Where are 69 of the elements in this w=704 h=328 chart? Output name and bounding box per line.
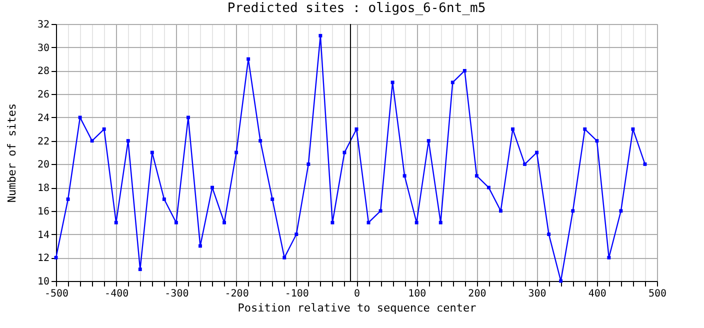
point xyxy=(474,174,478,178)
point xyxy=(102,127,106,131)
point xyxy=(114,220,118,224)
y-tick-label: 22 xyxy=(37,136,50,148)
chart-title: Predicted sites : oligos_6-6nt_m5 xyxy=(227,1,486,16)
point xyxy=(547,232,551,236)
point xyxy=(571,209,575,213)
y-tick-label: 30 xyxy=(37,42,50,54)
x-tick-label: 200 xyxy=(468,288,486,300)
y-tick-label: 18 xyxy=(37,183,50,194)
point xyxy=(90,139,94,143)
point xyxy=(246,57,250,61)
point xyxy=(438,220,442,224)
y-axis-title: Number of sites xyxy=(5,103,18,203)
point xyxy=(66,197,70,201)
point xyxy=(643,162,647,166)
y-tick-label: 16 xyxy=(37,206,50,218)
point xyxy=(162,197,166,201)
y-tick-label: 10 xyxy=(37,276,50,288)
point xyxy=(402,174,406,178)
point xyxy=(78,116,82,120)
x-tick-label: -200 xyxy=(224,288,249,300)
point xyxy=(270,197,274,201)
y-tick-label: 32 xyxy=(37,20,50,30)
point xyxy=(318,34,322,38)
point xyxy=(126,139,130,143)
point xyxy=(462,68,466,72)
point xyxy=(222,220,226,224)
point xyxy=(366,220,370,224)
y-tick-label: 28 xyxy=(37,66,50,78)
point xyxy=(198,244,202,248)
point xyxy=(511,127,514,131)
point xyxy=(595,139,599,143)
y-tick-label: 14 xyxy=(37,230,50,241)
point xyxy=(186,116,190,120)
point xyxy=(426,139,430,143)
x-tick-label: 400 xyxy=(588,288,606,300)
point xyxy=(306,162,310,166)
x-tick-label: -300 xyxy=(164,288,189,300)
point xyxy=(450,80,454,84)
point xyxy=(258,139,262,143)
x-tick-label: -400 xyxy=(104,288,129,300)
x-tick-label: 100 xyxy=(408,288,426,300)
point xyxy=(619,209,623,213)
point xyxy=(282,256,286,260)
x-tick-label: 0 xyxy=(354,288,360,300)
y-tick-label: 12 xyxy=(37,253,50,264)
y-tick-label: 24 xyxy=(37,112,50,124)
point xyxy=(414,220,418,224)
point xyxy=(294,232,298,236)
point xyxy=(378,209,382,213)
point xyxy=(523,162,527,166)
point xyxy=(499,209,502,213)
point xyxy=(330,220,334,224)
x-tick-label: 300 xyxy=(528,288,546,300)
y-tick-label: 20 xyxy=(37,160,50,171)
point xyxy=(607,256,611,260)
point xyxy=(631,127,635,131)
point xyxy=(390,80,394,84)
x-tick-label: -100 xyxy=(284,288,309,300)
x-tick-label: -500 xyxy=(44,288,69,300)
x-axis-title: Position relative to sequence center xyxy=(238,302,477,314)
point xyxy=(174,220,178,224)
point xyxy=(138,268,142,272)
point xyxy=(486,186,490,190)
y-tick-label: 26 xyxy=(37,90,50,101)
x-tick-label: 500 xyxy=(648,288,667,300)
point xyxy=(583,127,587,131)
point xyxy=(210,186,214,190)
